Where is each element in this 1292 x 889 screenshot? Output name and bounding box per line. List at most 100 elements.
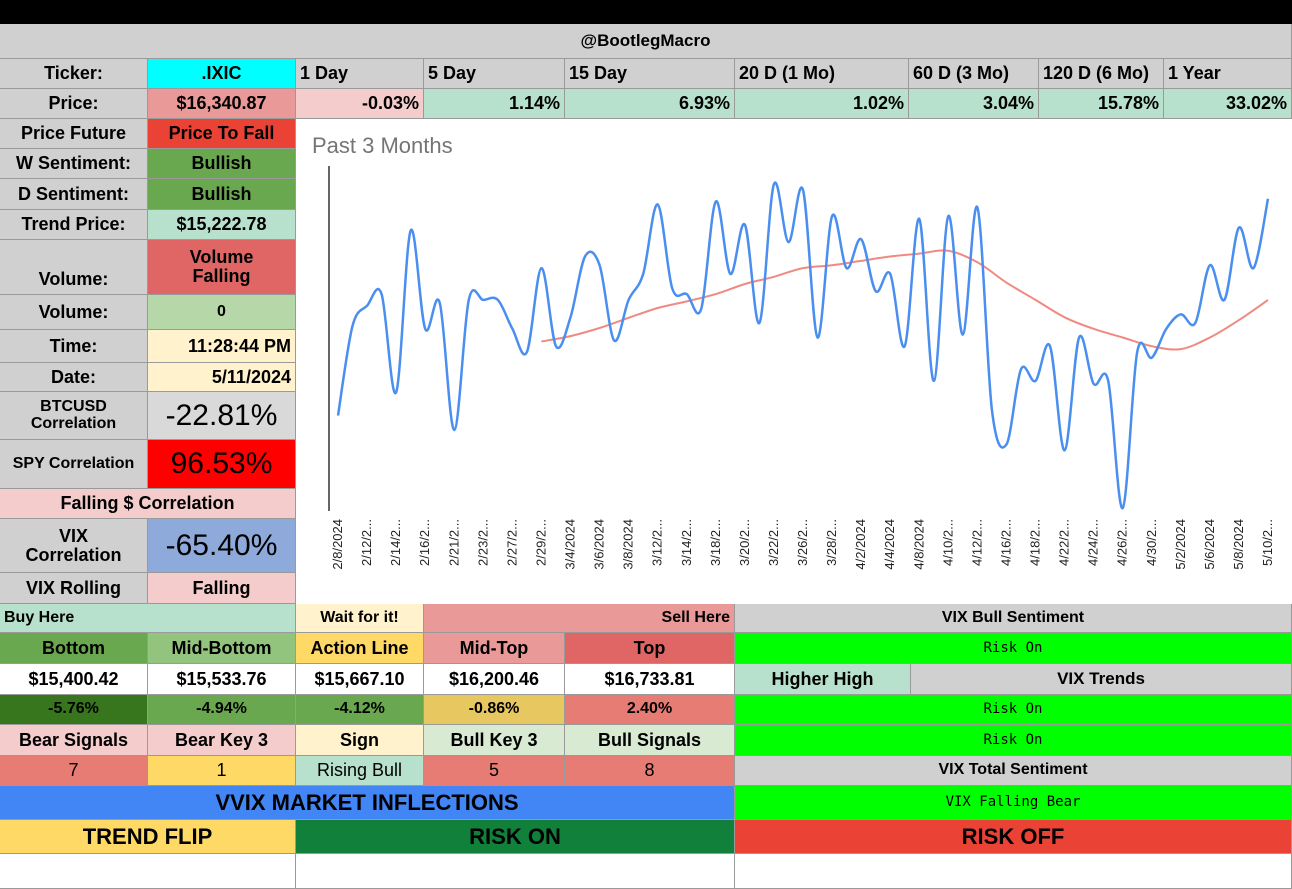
price-future-label: Price Future: [0, 119, 148, 149]
x-tick-label: 3/14/2...: [679, 519, 694, 566]
signal-value-bull-key-3: 5: [424, 756, 565, 786]
ticker-label: Ticker:: [0, 59, 148, 89]
level-price-top: $16,733.81: [565, 664, 735, 695]
period-20d-change: 1.02%: [735, 89, 909, 119]
d-sentiment-label: D Sentiment:: [0, 179, 148, 210]
vix-bull-sentiment-label: VIX Bull Sentiment: [735, 604, 1292, 633]
x-tick-label: 4/10/2...: [940, 519, 955, 566]
signal-header-bear-key-3: Bear Key 3: [148, 725, 296, 756]
level-pct-mid-bottom: -4.94%: [148, 695, 296, 725]
vix-rolling-label: VIX Rolling: [0, 573, 148, 604]
vix-bull-sentiment-value: Risk On: [735, 633, 1292, 664]
signal-value-bear-key-3: 1: [148, 756, 296, 786]
ticker-value[interactable]: .IXIC: [148, 59, 296, 89]
trend-flip: TREND FLIP: [0, 820, 296, 854]
period-5day-change: 1.14%: [424, 89, 565, 119]
vix-total-sentiment-label: VIX Total Sentiment: [735, 756, 1292, 786]
d-sentiment-value: Bullish: [148, 179, 296, 210]
time-label: Time:: [0, 330, 148, 363]
x-tick-label: 2/16/2...: [417, 519, 432, 566]
x-tick-label: 5/2/2024: [1173, 519, 1188, 570]
w-sentiment-value: Bullish: [148, 149, 296, 179]
signal-header-bull-key-3: Bull Key 3: [424, 725, 565, 756]
trend-price-label: Trend Price:: [0, 210, 148, 240]
x-tick-label: 4/16/2...: [998, 519, 1013, 566]
wait-for-it: Wait for it!: [296, 604, 424, 633]
x-tick-label: 4/18/2...: [1028, 519, 1043, 566]
x-tick-label: 4/2/2024: [853, 519, 868, 570]
level-price-bottom: $15,400.42: [0, 664, 148, 695]
period-5day-label: 5 Day: [424, 59, 565, 89]
period-20d-label: 20 D (1 Mo): [735, 59, 909, 89]
falling-correlation: Falling $ Correlation: [0, 489, 296, 519]
vix-trends-label: VIX Trends: [911, 664, 1292, 695]
spy-correlation-label: SPY Correlation: [0, 440, 148, 489]
series-trend-line: [541, 249, 1269, 351]
x-tick-label: 2/8/2024: [330, 519, 345, 570]
spy-correlation-value: 96.53%: [148, 440, 296, 489]
x-tick-label: 5/6/2024: [1202, 519, 1217, 570]
empty-cell-3: [735, 854, 1292, 889]
btc-correlation-value: -22.81%: [148, 392, 296, 440]
level-header-mid-bottom: Mid-Bottom: [148, 633, 296, 664]
date-label: Date:: [0, 363, 148, 392]
risk-on: RISK ON: [296, 820, 735, 854]
level-pct-mid-top: -0.86%: [424, 695, 565, 725]
price-label: Price:: [0, 89, 148, 119]
buy-here: Buy Here: [0, 604, 296, 633]
higher-high: Higher High: [735, 664, 911, 695]
volume-status: Volume Falling: [148, 240, 296, 295]
vix-trend-2: Risk On: [735, 725, 1292, 756]
x-tick-label: 2/12/2...: [359, 519, 374, 566]
x-tick-label: 4/26/2...: [1115, 519, 1130, 566]
period-120d-change: 15.78%: [1039, 89, 1164, 119]
level-pct-action-line: -4.12%: [296, 695, 424, 725]
x-tick-label: 5/8/2024: [1231, 519, 1246, 570]
level-pct-bottom: -5.76%: [0, 695, 148, 725]
price-future-value: Price To Fall: [148, 119, 296, 149]
vix-trend-1: Risk On: [735, 695, 1292, 725]
x-tick-label: 2/23/2...: [475, 519, 490, 566]
level-price-action-line: $15,667.10: [296, 664, 424, 695]
x-tick-label: 5/10/2...: [1260, 519, 1275, 566]
signal-value-bull-signals: 8: [565, 756, 735, 786]
period-60d-label: 60 D (3 Mo): [909, 59, 1039, 89]
price-chart: Past 3 Months 2/8/2024 2/12/2... 2/14/2...…: [296, 119, 1292, 604]
x-tick-label: 3/4/2024: [563, 519, 578, 570]
x-tick-label: 3/26/2...: [795, 519, 810, 566]
signal-header-bull-signals: Bull Signals: [565, 725, 735, 756]
volume-label: Volume:: [0, 240, 148, 295]
x-tick-label: 4/4/2024: [882, 519, 897, 570]
volume2-label: Volume:: [0, 295, 148, 330]
volume-label-text: Volume:: [38, 269, 109, 290]
level-pct-top: 2.40%: [565, 695, 735, 725]
vix-correlation-value: -65.40%: [148, 519, 296, 573]
signal-value-bear-signals: 7: [0, 756, 148, 786]
period-1year-label: 1 Year: [1164, 59, 1292, 89]
signal-header-sign: Sign: [296, 725, 424, 756]
date-value: 5/11/2024: [148, 363, 296, 392]
vix-total-sentiment-value: VIX Falling Bear: [735, 786, 1292, 820]
vix-correlation-label: VIX Correlation: [0, 519, 148, 573]
period-60d-change: 3.04%: [909, 89, 1039, 119]
price-value: $16,340.87: [148, 89, 296, 119]
signal-header-bear-signals: Bear Signals: [0, 725, 148, 756]
x-tick-label: 3/20/2...: [737, 519, 752, 566]
time-value: 11:28:44 PM: [148, 330, 296, 363]
header-title: @BootlegMacro: [0, 24, 1292, 59]
level-header-action-line: Action Line: [296, 633, 424, 664]
btc-correlation-label: BTCUSD Correlation: [0, 392, 148, 440]
x-tick-label: 4/30/2...: [1144, 519, 1159, 566]
series-price-line: [336, 181, 1270, 510]
trend-price-value: $15,222.78: [148, 210, 296, 240]
x-tick-label: 3/18/2...: [708, 519, 723, 566]
vix-rolling-value: Falling: [148, 573, 296, 604]
period-15day-change: 6.93%: [565, 89, 735, 119]
empty-cell-1: [0, 854, 296, 889]
risk-off: RISK OFF: [735, 820, 1292, 854]
x-tick-label: 3/28/2...: [824, 519, 839, 566]
level-header-bottom: Bottom: [0, 633, 148, 664]
x-tick-label: 4/8/2024: [911, 519, 926, 570]
w-sentiment-label: W Sentiment:: [0, 149, 148, 179]
level-header-top: Top: [565, 633, 735, 664]
